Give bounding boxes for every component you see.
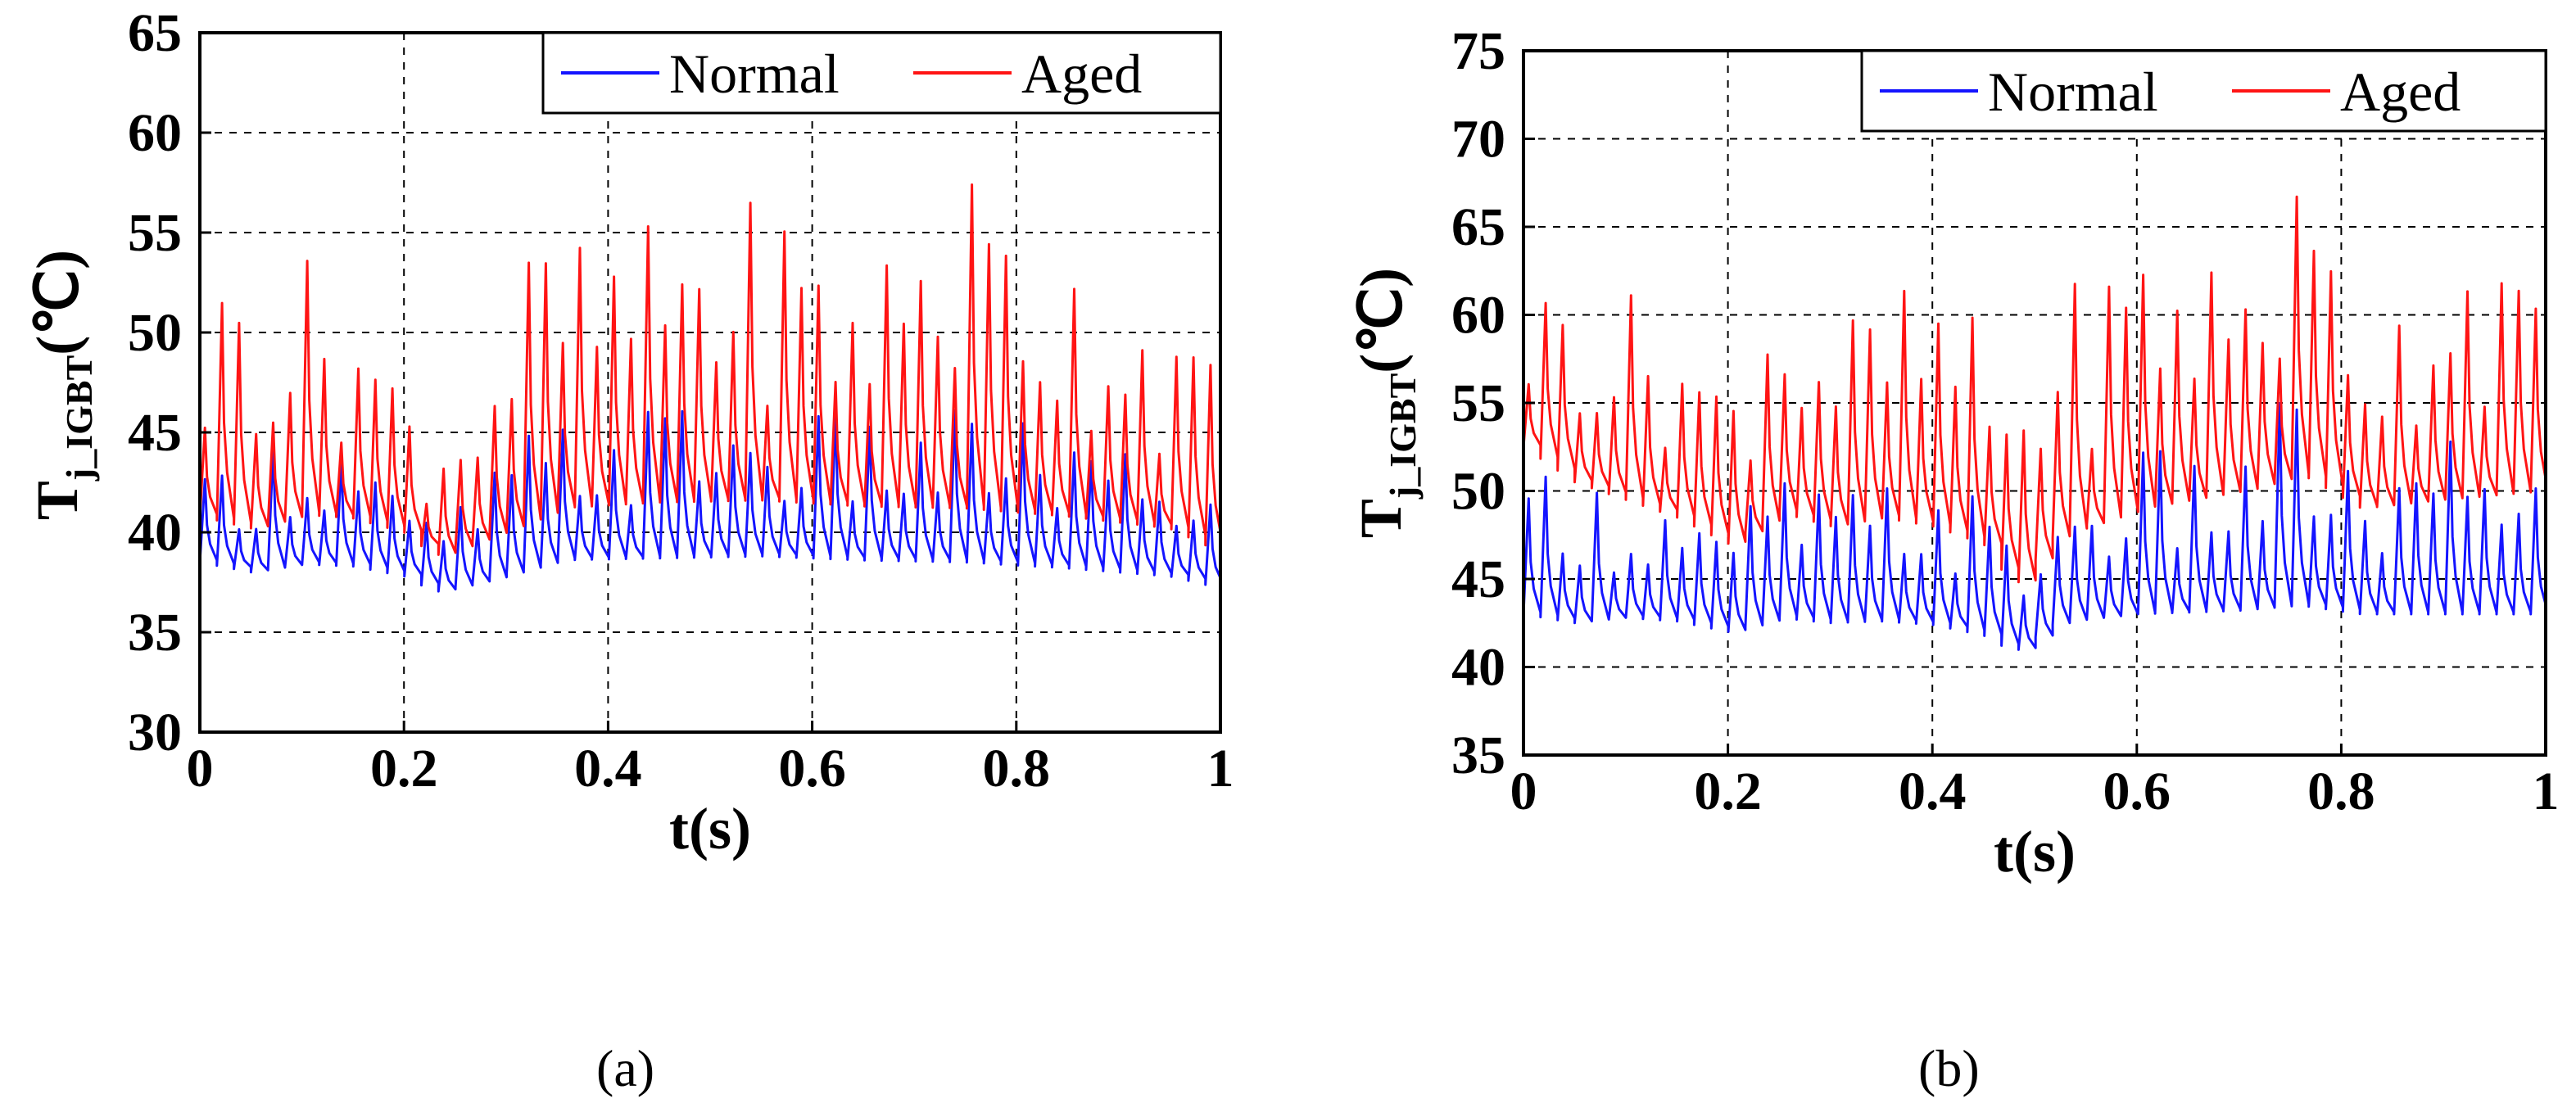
y-tick-label: 40 [1451, 638, 1505, 698]
y-tick-label: 50 [1451, 462, 1505, 522]
y-tick-label: 65 [1451, 197, 1505, 257]
y-axis-label: Tj_IGBT(℃) [25, 250, 100, 520]
y-axis-label-unit: (℃) [25, 250, 90, 355]
legend-label-aged: Aged [2340, 61, 2461, 123]
y-tick-label: 55 [128, 203, 182, 263]
panel-label-a: (a) [596, 1039, 655, 1097]
y-tick-label: 35 [128, 603, 182, 663]
y-axis-label-subscript: j_IGBT [58, 355, 100, 482]
x-tick-label: 0 [1510, 762, 1537, 821]
legend-label-aged: Aged [1021, 43, 1142, 105]
y-axis-label: Tj_IGBT(℃) [1348, 268, 1424, 538]
y-tick-label: 40 [128, 503, 182, 563]
x-tick-label: 0.4 [1899, 762, 1967, 821]
x-tick-label: 0.6 [778, 739, 846, 798]
x-tick-label: 1 [1207, 739, 1234, 798]
panel-label-b: (b) [1918, 1039, 1980, 1097]
x-tick-label: 0.8 [983, 739, 1051, 798]
legend-label-normal: Normal [1988, 61, 2158, 123]
x-tick-label: 1 [2533, 762, 2560, 821]
series-line-aged [200, 183, 1220, 556]
y-tick-label: 60 [1451, 286, 1505, 346]
y-tick-label: 55 [1451, 373, 1505, 433]
y-axis-label-unit: (℃) [1348, 268, 1414, 373]
y-tick-label: 45 [1451, 549, 1505, 609]
y-tick-label: 50 [128, 303, 182, 363]
series-line-normal [1523, 402, 2546, 651]
x-tick-label: 0.8 [2307, 762, 2375, 821]
y-tick-label: 60 [128, 103, 182, 163]
y-axis-label-main: T [25, 481, 90, 520]
y-tick-label: 65 [128, 3, 182, 63]
y-tick-label: 30 [128, 703, 182, 762]
x-tick-label: 0.4 [574, 739, 642, 798]
x-axis-label: t(s) [669, 796, 751, 861]
series-line-normal [200, 409, 1220, 593]
y-tick-label: 45 [128, 403, 182, 463]
y-tick-label: 35 [1451, 726, 1505, 785]
x-axis-label: t(s) [1994, 819, 2076, 884]
x-tick-label: 0.2 [370, 739, 438, 798]
y-tick-label: 70 [1451, 110, 1505, 170]
y-axis-label-subscript: j_IGBT [1382, 373, 1424, 500]
plot-area-b [1523, 195, 2546, 651]
x-tick-label: 0.2 [1694, 762, 1762, 821]
x-tick-label: 0.6 [2103, 762, 2171, 821]
y-axis-label-main: T [1348, 499, 1414, 538]
y-tick-label: 75 [1451, 21, 1505, 81]
plot-area-a [200, 183, 1220, 593]
x-tick-label: 0 [187, 739, 214, 798]
series-line-aged [1523, 195, 2546, 584]
legend-label-normal: Normal [669, 43, 840, 105]
